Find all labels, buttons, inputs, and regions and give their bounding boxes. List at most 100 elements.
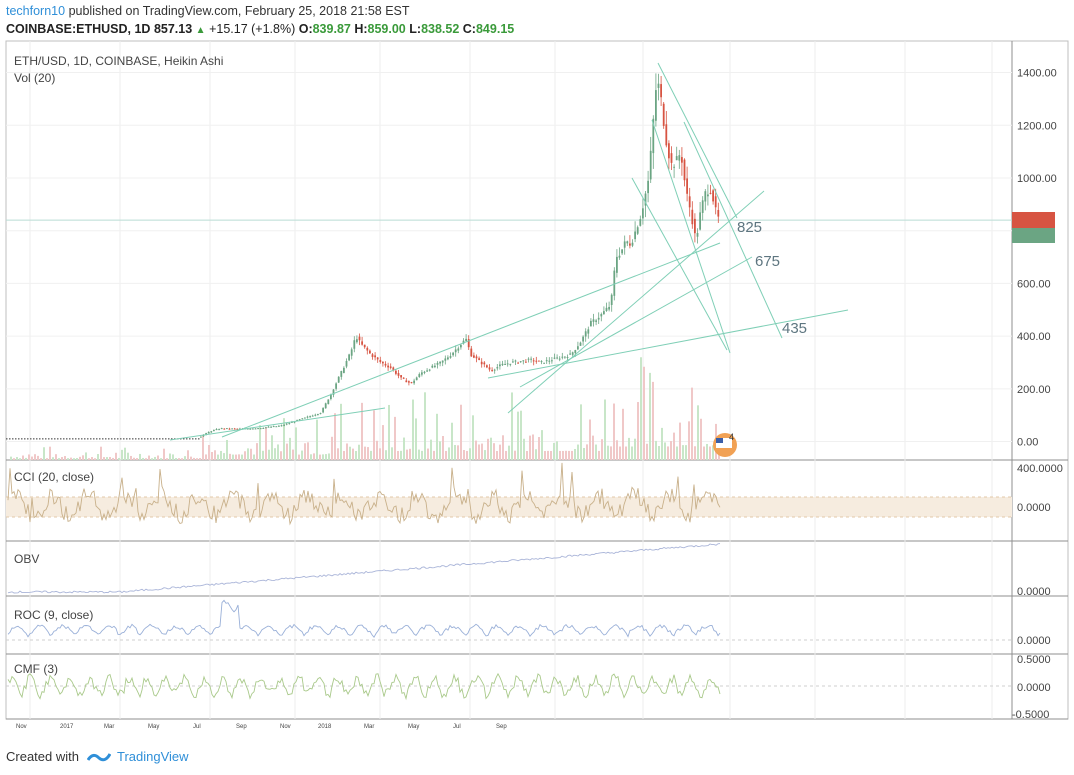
volume-bar (109, 456, 111, 460)
volume-bar (181, 458, 183, 460)
volume-bar (295, 427, 297, 460)
candle-body (434, 365, 436, 368)
symbol-label: COINBASE:ETHUSD, 1D (6, 22, 151, 36)
volume-bar (148, 455, 150, 460)
volume-bar (499, 444, 501, 460)
volume-bar (19, 458, 21, 460)
price-tick-label: 400.00 (1017, 331, 1051, 343)
volume-bar (640, 357, 642, 460)
candle-body (311, 415, 314, 417)
candle-body (660, 84, 662, 98)
volume-bar (226, 440, 228, 460)
volume-bar (388, 404, 390, 460)
author-link[interactable]: techforn10 (6, 4, 66, 18)
volume-bar (229, 453, 231, 460)
volume-bar (565, 450, 567, 460)
volume-bar (199, 458, 201, 460)
candle-body (608, 306, 610, 310)
candle-body (210, 431, 213, 433)
volume-bar (106, 457, 108, 460)
volume-bar (100, 446, 102, 460)
candle-body (376, 357, 379, 360)
time-tick-label: Jul (193, 724, 201, 730)
candle-body (522, 360, 525, 362)
volume-bar (370, 450, 372, 460)
volume-bar (298, 454, 300, 460)
volume-bar (658, 446, 660, 460)
volume-bar (583, 447, 585, 460)
volume-bar (214, 450, 216, 460)
candle-body (322, 408, 324, 413)
candle-body (644, 193, 647, 206)
volume-bar (247, 448, 249, 460)
volume-bar (124, 447, 126, 460)
volume-bar (34, 454, 36, 460)
candle-body (675, 156, 678, 161)
candle-body (696, 233, 699, 237)
volume-bar (103, 457, 105, 460)
volume-bar (409, 448, 411, 460)
candle-body (207, 432, 210, 434)
volume-bar (235, 454, 237, 460)
candle-body (441, 360, 444, 363)
candle-body (605, 307, 608, 312)
candle-body (681, 157, 683, 163)
volume-bar (535, 449, 537, 460)
volume-bar (130, 455, 132, 460)
candle-body (527, 358, 530, 360)
candle-body (668, 143, 670, 159)
candle-body (535, 360, 538, 362)
candle-body (509, 363, 512, 365)
tradingview-link[interactable]: TradingView (116, 749, 189, 764)
volume-bar (649, 372, 651, 460)
open-value: 839.87 (312, 22, 351, 36)
candle-body (387, 365, 389, 368)
volume-bar (574, 448, 576, 460)
candle-body (574, 350, 577, 354)
candle-body (304, 417, 306, 419)
volume-bar (286, 443, 288, 460)
candle-body (460, 344, 462, 348)
candle-body (272, 426, 275, 428)
volume-bar (547, 450, 549, 460)
volume-bar (466, 450, 468, 460)
candle-body (657, 83, 660, 88)
volume-bar (16, 457, 18, 460)
events-flag-canton (716, 438, 723, 443)
candle-body (267, 426, 270, 428)
volume-bar (532, 434, 534, 460)
candle-body (491, 369, 493, 371)
volume-bar (553, 442, 555, 460)
candle-body (426, 370, 428, 372)
volume-bar (49, 446, 51, 460)
candle-body (571, 352, 574, 355)
volume-bar (706, 443, 708, 460)
candle-body (579, 342, 582, 346)
candle-body (356, 339, 358, 343)
candle-body (699, 212, 701, 230)
candle-body (584, 331, 587, 337)
time-tick-label: Nov (16, 724, 27, 730)
candle-body (538, 360, 540, 362)
candle-body (717, 209, 720, 217)
candle-body (639, 219, 642, 226)
volume-bar (610, 446, 612, 460)
volume-bar (691, 387, 693, 460)
volume-bar (88, 458, 90, 460)
volume-bar (268, 449, 270, 460)
volume-bar (139, 453, 141, 460)
volume-bar (460, 404, 462, 460)
candle-body (306, 416, 309, 418)
time-tick-label: Mar (104, 724, 114, 730)
candle-body (428, 369, 431, 371)
volume-bar (154, 456, 156, 460)
candle-body (350, 349, 353, 356)
candle-body (223, 428, 226, 430)
volume-bar (331, 436, 333, 460)
candle-body (709, 192, 712, 194)
candle-body (275, 426, 278, 428)
candle-body (597, 317, 600, 320)
candle-body (545, 360, 548, 362)
volume-bar (646, 443, 648, 460)
